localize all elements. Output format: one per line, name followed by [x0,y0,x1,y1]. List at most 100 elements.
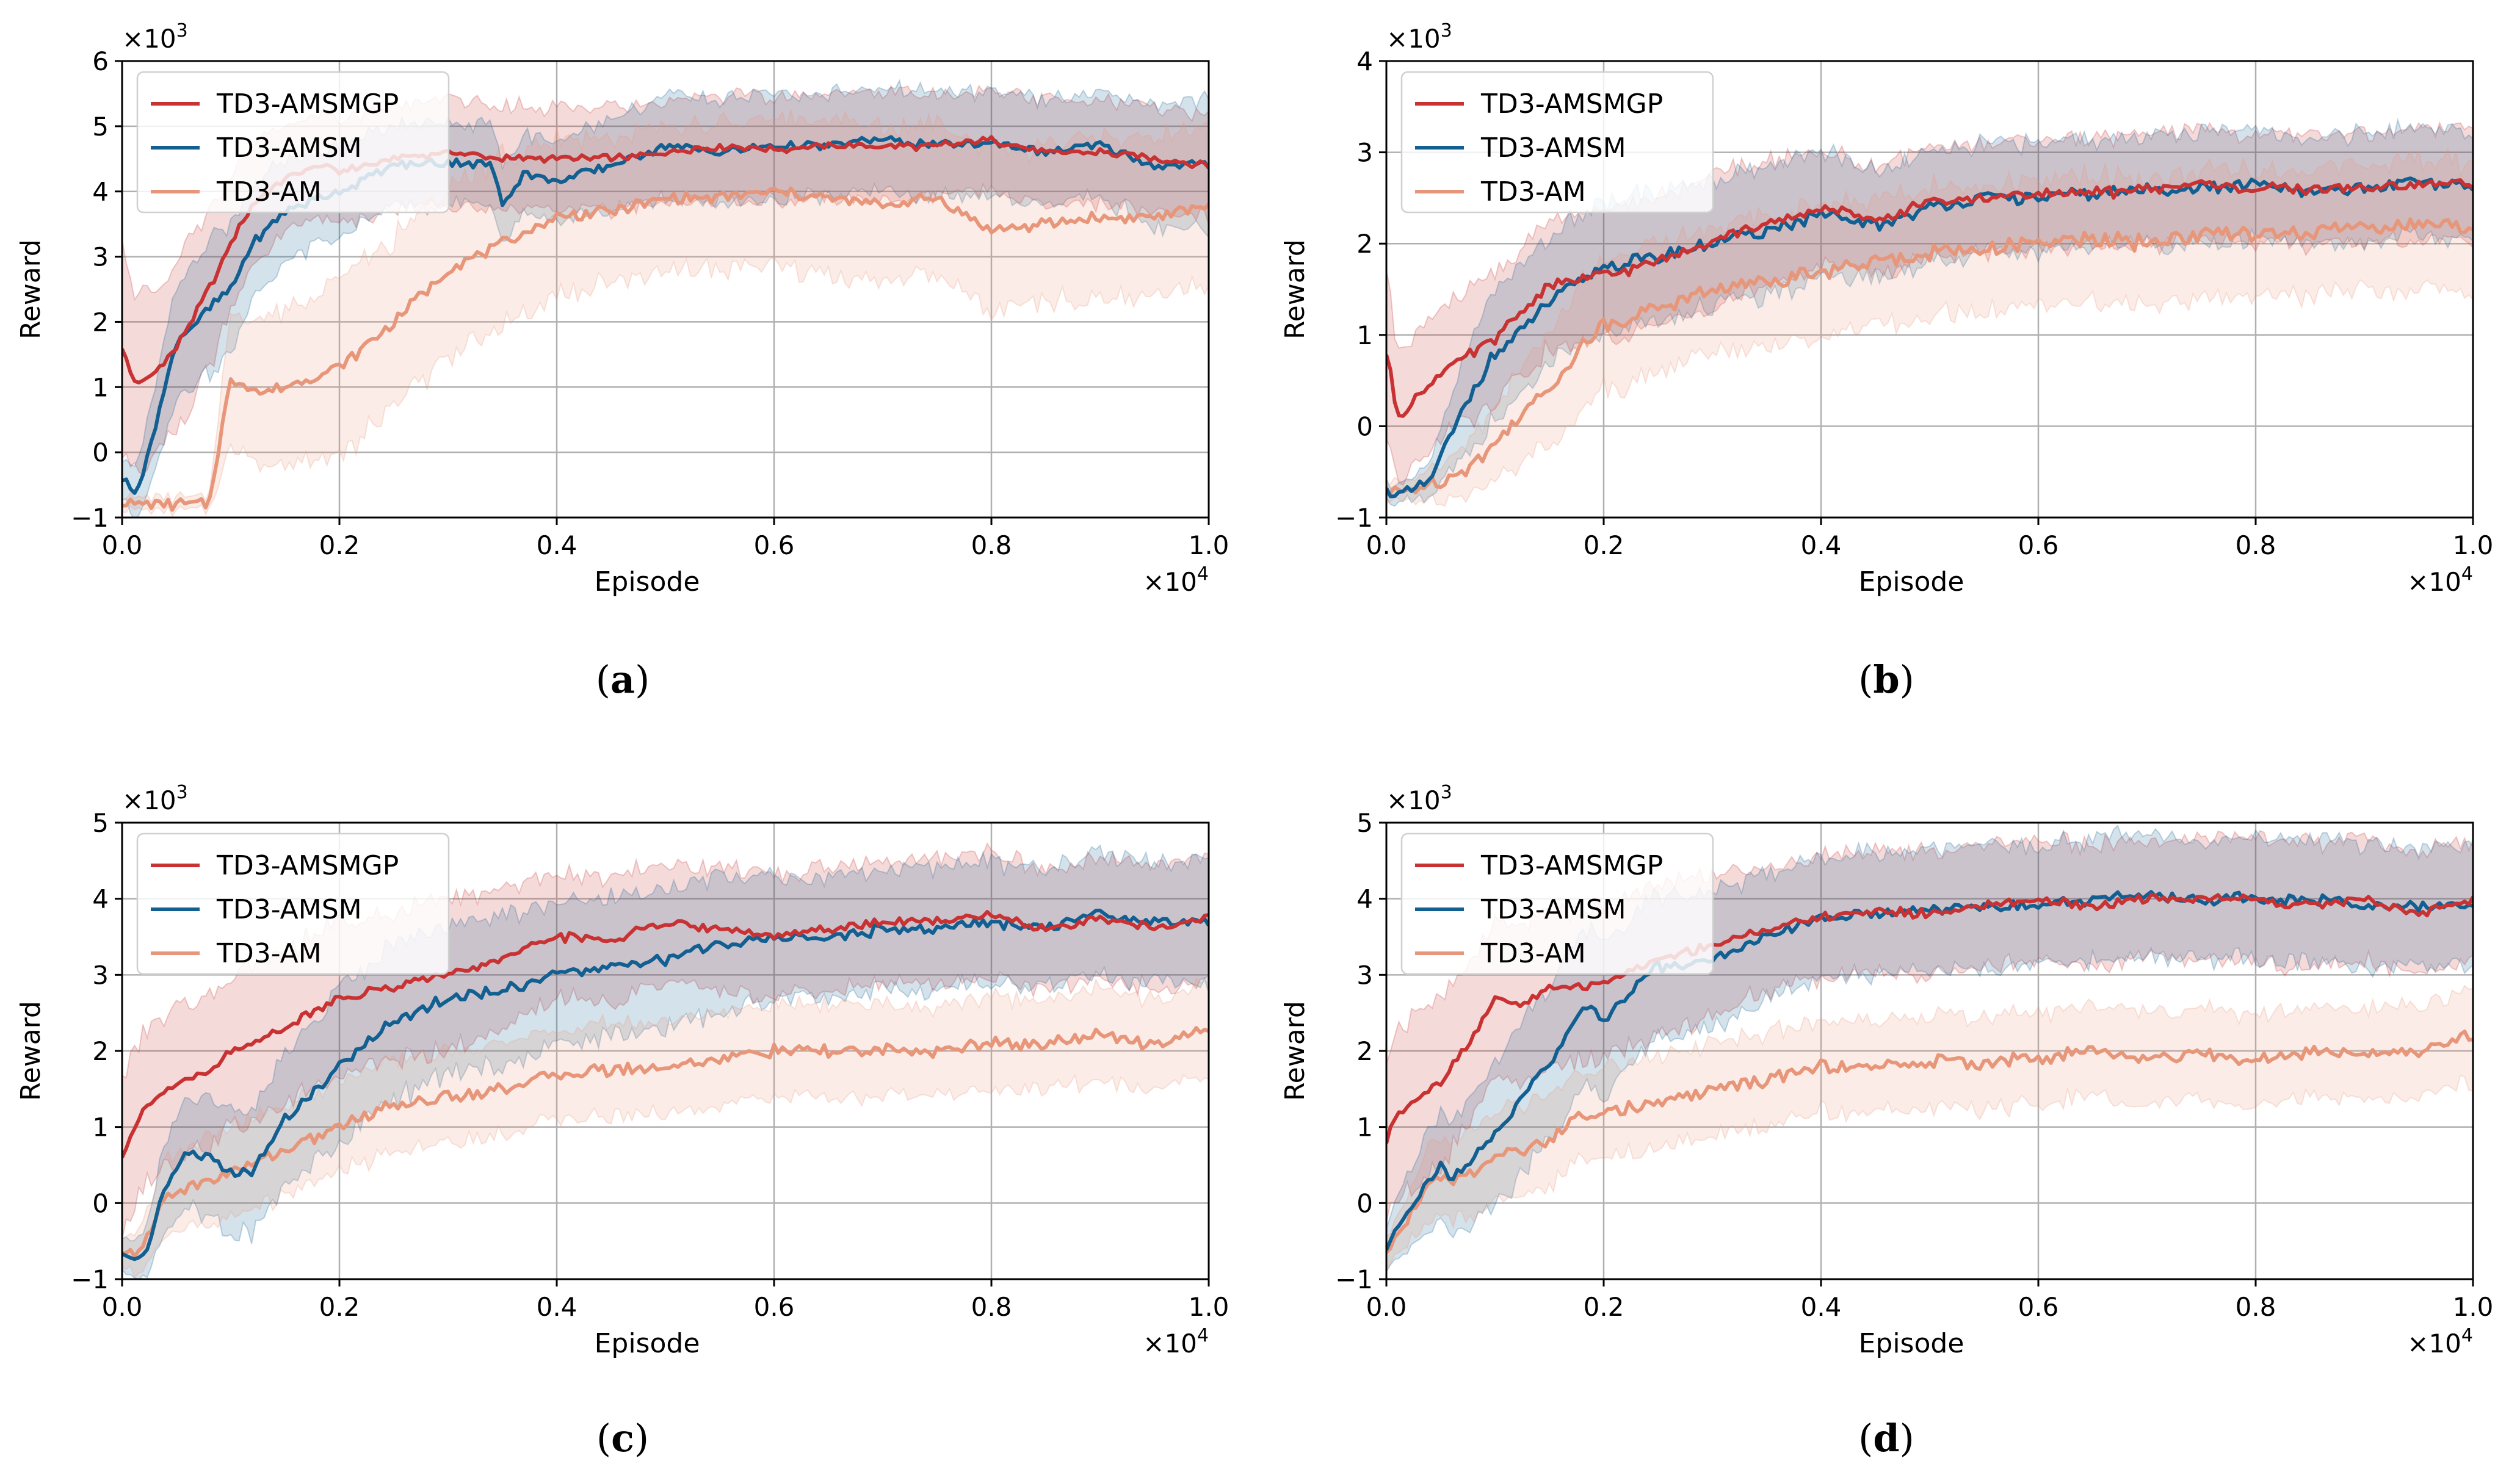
y-tick-label: 2 [92,307,109,337]
series-band-td3-am [122,976,1209,1279]
x-offset-text: ×104 [1143,1325,1209,1359]
legend: TD3-AMSMGP TD3-AMSM TD3-AM [1400,71,1714,214]
caption-open-paren: ( [596,1416,611,1460]
series-band-td3-am [1386,146,2473,507]
y-tick-label: 5 [92,808,109,838]
x-axis-label: Episode [1859,1328,1964,1359]
y-offset-base: ×10 [1386,785,1441,815]
x-offset-text: ×104 [2407,1325,2473,1359]
legend-label-td3-am: TD3-AM [1480,938,1586,969]
x-tick-label: 0.2 [319,1292,360,1322]
legend-label-td3-amsmgp: TD3-AMSMGP [1480,88,1663,120]
axes-frame [121,60,1210,519]
plot-area [1386,117,2473,507]
y-tick-label: −1 [71,1265,109,1294]
axes-frame [1385,60,2474,519]
caption-close-paren: ) [635,657,650,702]
legend-box [136,71,450,214]
x-axis-label: Episode [595,1328,700,1359]
caption-close-paren: ) [1900,1416,1914,1460]
y-offset-exponent: 3 [176,20,188,41]
chart-panel-c: 0.0 0.2 0.4 0.6 0.8 1.0 −1 0 1 2 3 4 5 Episode Reward ×… [15,782,1229,1460]
legend-label-td3-am: TD3-AM [216,176,322,207]
series-band-td3-am [1386,984,2473,1269]
series-band-td3-am [122,109,1209,518]
x-tick-label: 0.8 [2236,1292,2276,1322]
x-tick-label: 0.0 [1366,1292,1407,1322]
y-tick-label: 1 [92,1113,109,1142]
series-line-td3-am [1386,217,2473,497]
y-tick-label: 4 [92,884,109,914]
chart-panel-b: 0.0 0.2 0.4 0.6 0.8 1.0 −1 0 1 2 3 4 Episode Reward ×1… [1280,20,2493,702]
x-offset-exponent: 4 [1197,563,1209,585]
caption-open-paren: ( [1858,1416,1873,1460]
x-offset-text: ×104 [2407,563,2473,597]
x-tick-label: 0.6 [754,1292,795,1322]
chart-panel-a: 0.0 0.2 0.4 0.6 0.8 1.0 −1 0 1 2 3 4 5 6 Episode Reward… [15,20,1229,702]
y-tick-label: 5 [1356,808,1373,838]
y-offset-text: ×103 [1386,782,1452,815]
legend-label-td3-amsm: TD3-AMSM [216,132,362,164]
x-tick-label: 1.0 [1189,1292,1229,1322]
caption-open-paren: ( [596,657,610,702]
y-tick-label: 0 [92,1188,109,1218]
caption-letter: c [611,1416,634,1460]
x-tick-label: 0.0 [102,1292,143,1322]
y-axis-label: Reward [1280,1001,1311,1101]
y-tick-label: 5 [92,112,109,142]
series-band-td3-amsm [1386,117,2473,507]
y-tick-label: 1 [1356,320,1373,350]
y-tick-label: 0 [1356,1188,1373,1218]
x-tick-label: 1.0 [2453,530,2494,560]
x-tick-label: 0.4 [537,530,578,560]
series-line-td3-am [122,186,1209,512]
series-line-td3-amsmgp [1386,892,2473,1144]
y-tick-label: 1 [1356,1113,1373,1142]
y-offset-text: ×103 [122,20,188,54]
series-line-td3-amsm [1386,890,2473,1251]
legend: TD3-AMSMGP TD3-AMSM TD3-AM [136,832,450,975]
caption-letter: a [610,657,635,702]
legend-box [1400,832,1714,975]
x-tick-label: 0.8 [971,530,1012,560]
caption-open-paren: ( [1858,657,1873,702]
y-tick-label: 1 [92,372,109,402]
y-tick-label: −1 [71,503,109,533]
caption-letter: b [1873,657,1899,702]
y-tick-label: 3 [1356,960,1373,990]
x-tick-label: 0.2 [1584,530,1624,560]
legend-label-td3-amsm: TD3-AMSM [1480,894,1626,925]
x-axis-label: Episode [1859,566,1964,597]
series-line-td3-amsmgp [122,910,1209,1158]
legend-label-td3-amsm: TD3-AMSM [216,894,362,925]
legend-label-td3-am: TD3-AM [1480,176,1586,207]
x-offset-exponent: 4 [1197,1325,1209,1346]
caption-close-paren: ) [1900,657,1914,702]
x-tick-label: 0.0 [102,530,143,560]
y-offset-text: ×103 [122,782,188,815]
legend-label-td3-amsmgp: TD3-AMSMGP [216,850,399,881]
x-offset-base: ×10 [1143,1329,1197,1359]
x-tick-label: 0.8 [971,1292,1012,1322]
y-offset-exponent: 3 [1441,20,1452,41]
y-tick-label: 0 [92,438,109,467]
x-offset-exponent: 4 [2461,1325,2473,1346]
panel-caption: (d) [1858,1416,1914,1460]
y-tick-label: 0 [1356,411,1373,441]
y-tick-label: −1 [1335,503,1373,533]
y-offset-base: ×10 [122,24,176,54]
y-tick-label: −1 [1335,1265,1373,1294]
legend: TD3-AMSMGP TD3-AMSM TD3-AM [1400,832,1714,975]
x-tick-label: 0.6 [754,530,795,560]
y-axis-label: Reward [15,239,46,339]
legend-box [1400,71,1714,214]
y-tick-label: 3 [92,960,109,990]
panel-caption: (c) [596,1416,649,1460]
caption-close-paren: ) [634,1416,649,1460]
panel-caption: (b) [1858,657,1914,702]
x-offset-exponent: 4 [2461,563,2473,585]
x-offset-base: ×10 [1143,567,1197,597]
x-tick-label: 0.4 [1801,1292,1842,1322]
x-axis-label: Episode [595,566,700,597]
